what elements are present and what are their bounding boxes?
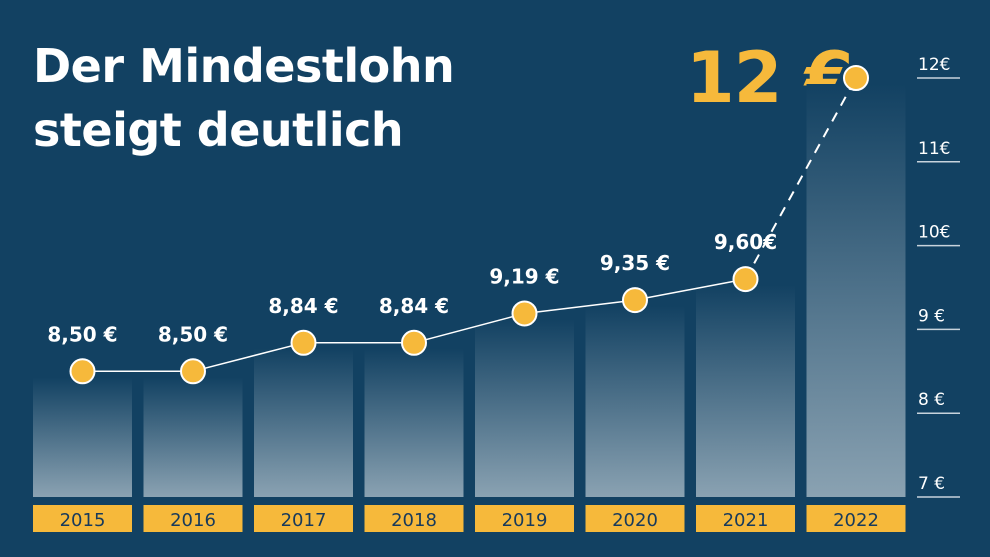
bar-2021 (696, 285, 795, 497)
year-label-box (696, 505, 795, 532)
data-point (843, 65, 869, 91)
y-tick-label: 12€ (918, 55, 950, 75)
value-label: 8,84 € (268, 294, 338, 318)
value-label: 9,19 € (489, 264, 559, 288)
line-segment (744, 77, 857, 280)
year-label: 2020 (612, 510, 658, 531)
y-tick-label: 8 € (918, 390, 945, 410)
value-label: 9,35 € (600, 251, 670, 275)
year-label-box (364, 505, 464, 532)
data-point (290, 329, 317, 356)
line-segment (192, 342, 304, 373)
title-line-1: Der Mindestlohn (33, 39, 455, 93)
year-label: 2021 (723, 510, 769, 531)
data-point (180, 358, 206, 385)
bar-2018 (364, 348, 464, 497)
year-label-box (33, 505, 132, 532)
data-point (732, 266, 759, 293)
year-label-box (806, 505, 906, 532)
year-label: 2016 (170, 510, 216, 531)
y-tick-label: 10€ (918, 223, 950, 243)
year-label-box (143, 505, 243, 532)
value-label: 8,84 € (379, 294, 449, 318)
y-tick-label: 7 € (918, 474, 945, 494)
line-segment (413, 312, 525, 344)
year-label: 2019 (502, 510, 548, 531)
year-label: 2015 (60, 510, 106, 531)
line-segment (634, 278, 746, 301)
data-point (69, 358, 96, 385)
bar-2017 (254, 348, 353, 497)
year-label: 2017 (281, 510, 327, 531)
data-point (622, 287, 648, 314)
y-tick-label: 11€ (918, 139, 950, 159)
data-point (401, 329, 427, 356)
year-label-box (254, 505, 353, 532)
title-line-2: steigt deutlich (33, 103, 404, 157)
y-tick-label: 9 € (918, 306, 945, 326)
value-label: 8,50 € (47, 322, 117, 346)
year-label: 2018 (391, 510, 437, 531)
chart-title: Der Mindestlohn steigt deutlich (33, 34, 455, 162)
bar-2020 (585, 306, 685, 497)
year-label-box (585, 505, 685, 532)
bar-2015 (33, 377, 132, 497)
bar-2019 (475, 319, 574, 497)
value-label: 9,60€ (714, 230, 777, 254)
year-label: 2022 (833, 510, 879, 531)
data-point (511, 300, 538, 327)
line-segment (524, 299, 636, 315)
year-label-box (475, 505, 574, 532)
bar-2016 (143, 377, 243, 497)
bar-2022 (806, 84, 906, 497)
value-label: 8,50 € (158, 322, 228, 346)
